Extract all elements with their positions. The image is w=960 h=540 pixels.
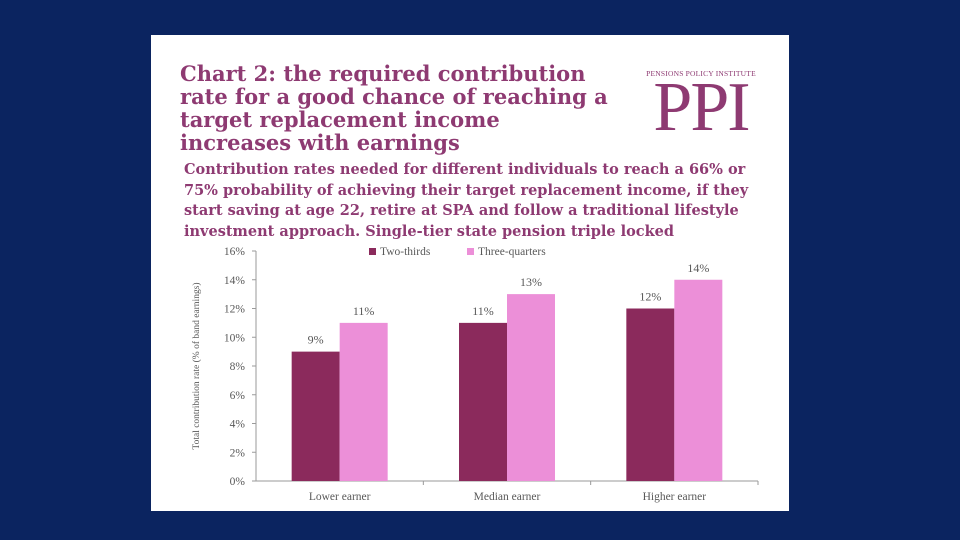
legend: Two-thirds Three-quarters (369, 246, 546, 258)
legend-swatch (369, 248, 376, 255)
data-label: 11% (353, 304, 375, 318)
y-tick-label: 0% (230, 476, 246, 488)
y-tick-label: 6% (230, 390, 246, 402)
y-tick-label: 10% (224, 332, 246, 344)
y-tick-label: 4% (230, 419, 246, 431)
data-label: 12% (639, 290, 661, 304)
legend-label: Two-thirds (380, 246, 431, 258)
y-tick-label: 8% (230, 361, 246, 373)
y-tick-label: 2% (230, 447, 246, 459)
bar-two-thirds (291, 351, 340, 481)
logo-small-text: PENSIONS POLICY INSTITUTE (646, 69, 756, 78)
data-label: 11% (472, 304, 494, 318)
y-tick-label: 16% (224, 246, 246, 258)
legend-swatch (467, 248, 474, 255)
bar-two-thirds (626, 308, 675, 481)
ppi-logo: PENSIONS POLICY INSTITUTE PPI (640, 69, 762, 143)
y-axis-title: Total contribution rate (% of band earni… (191, 282, 202, 449)
bar-two-thirds (459, 322, 507, 481)
x-tick-label: Lower earner (309, 491, 371, 503)
bars-group: 9% 11% Lower earner 11% 13% Median earner 12% 1… (291, 261, 759, 503)
slide-panel: Chart 2: the required contribution rate … (151, 35, 789, 511)
legend-label: Three-quarters (478, 246, 546, 258)
x-tick-label: Higher earner (643, 491, 707, 503)
logo-big-text: PPI (653, 69, 750, 146)
y-tick-label: 12% (224, 304, 246, 316)
y-tick-label: 14% (224, 275, 246, 287)
chart-title: Chart 2: the required contribution rate … (180, 61, 608, 155)
data-label: 13% (520, 275, 542, 289)
x-tick-label: Median earner (474, 491, 541, 503)
data-label: 9% (308, 333, 324, 347)
bar-three-quarters (507, 294, 555, 481)
y-axis-ticks-group: 0% 2% 4% 6% 8% 10% 12% 14% 16% (224, 246, 256, 488)
chart-subtitle: Contribution rates needed for different … (184, 161, 749, 240)
data-label: 14% (687, 261, 709, 275)
bar-three-quarters (674, 279, 723, 481)
bar-three-quarters (339, 322, 388, 481)
bar-chart: 0% 2% 4% 6% 8% 10% 12% 14% 16% 9% 11% Lower earner… (191, 246, 759, 503)
